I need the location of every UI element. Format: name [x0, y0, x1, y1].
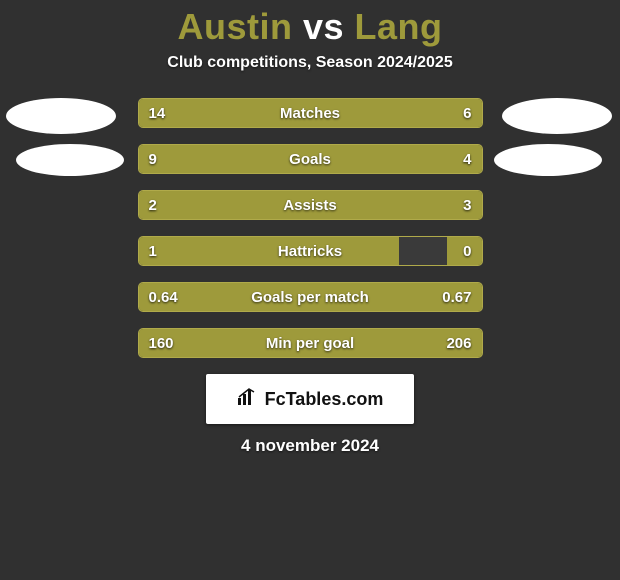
- stat-row: 0.640.67Goals per match: [138, 282, 483, 312]
- title-player2: Lang: [355, 6, 443, 47]
- avatar-placeholder-left-1: [6, 98, 116, 134]
- title-player1: Austin: [177, 6, 292, 47]
- stat-fill-right: [368, 99, 481, 127]
- stat-fill-left: [139, 329, 290, 357]
- stat-fill-left: [139, 283, 307, 311]
- stat-fill-right: [289, 329, 481, 357]
- stat-row: 160206Min per goal: [138, 328, 483, 358]
- stat-row: 94Goals: [138, 144, 483, 174]
- stat-fill-right: [307, 283, 482, 311]
- stat-row: 146Matches: [138, 98, 483, 128]
- stat-fill-left: [139, 237, 400, 265]
- stats-area: 146Matches 94Goals 23Assists 10Hattricks 0.6…: [0, 98, 620, 358]
- stat-fill-left: [139, 145, 365, 173]
- stat-fill-right: [283, 191, 482, 219]
- avatar-placeholder-left-2: [16, 144, 124, 176]
- stat-fill-right: [365, 145, 482, 173]
- branding-badge[interactable]: FcTables.com: [206, 374, 414, 424]
- stat-fill-left: [139, 99, 369, 127]
- stat-fill-left: [139, 191, 283, 219]
- date-label: 4 november 2024: [0, 436, 620, 456]
- stat-row: 23Assists: [138, 190, 483, 220]
- avatar-placeholder-right-2: [494, 144, 602, 176]
- bar-chart-icon: [237, 388, 259, 411]
- subtitle: Club competitions, Season 2024/2025: [0, 54, 620, 72]
- comparison-card: Austin vs Lang Club competitions, Season…: [0, 0, 620, 456]
- stat-fill-right: [447, 237, 481, 265]
- title-vs: vs: [303, 6, 344, 47]
- branding-text: FcTables.com: [265, 389, 384, 410]
- page-title: Austin vs Lang: [0, 6, 620, 48]
- stat-row: 10Hattricks: [138, 236, 483, 266]
- avatar-placeholder-right-1: [502, 98, 612, 134]
